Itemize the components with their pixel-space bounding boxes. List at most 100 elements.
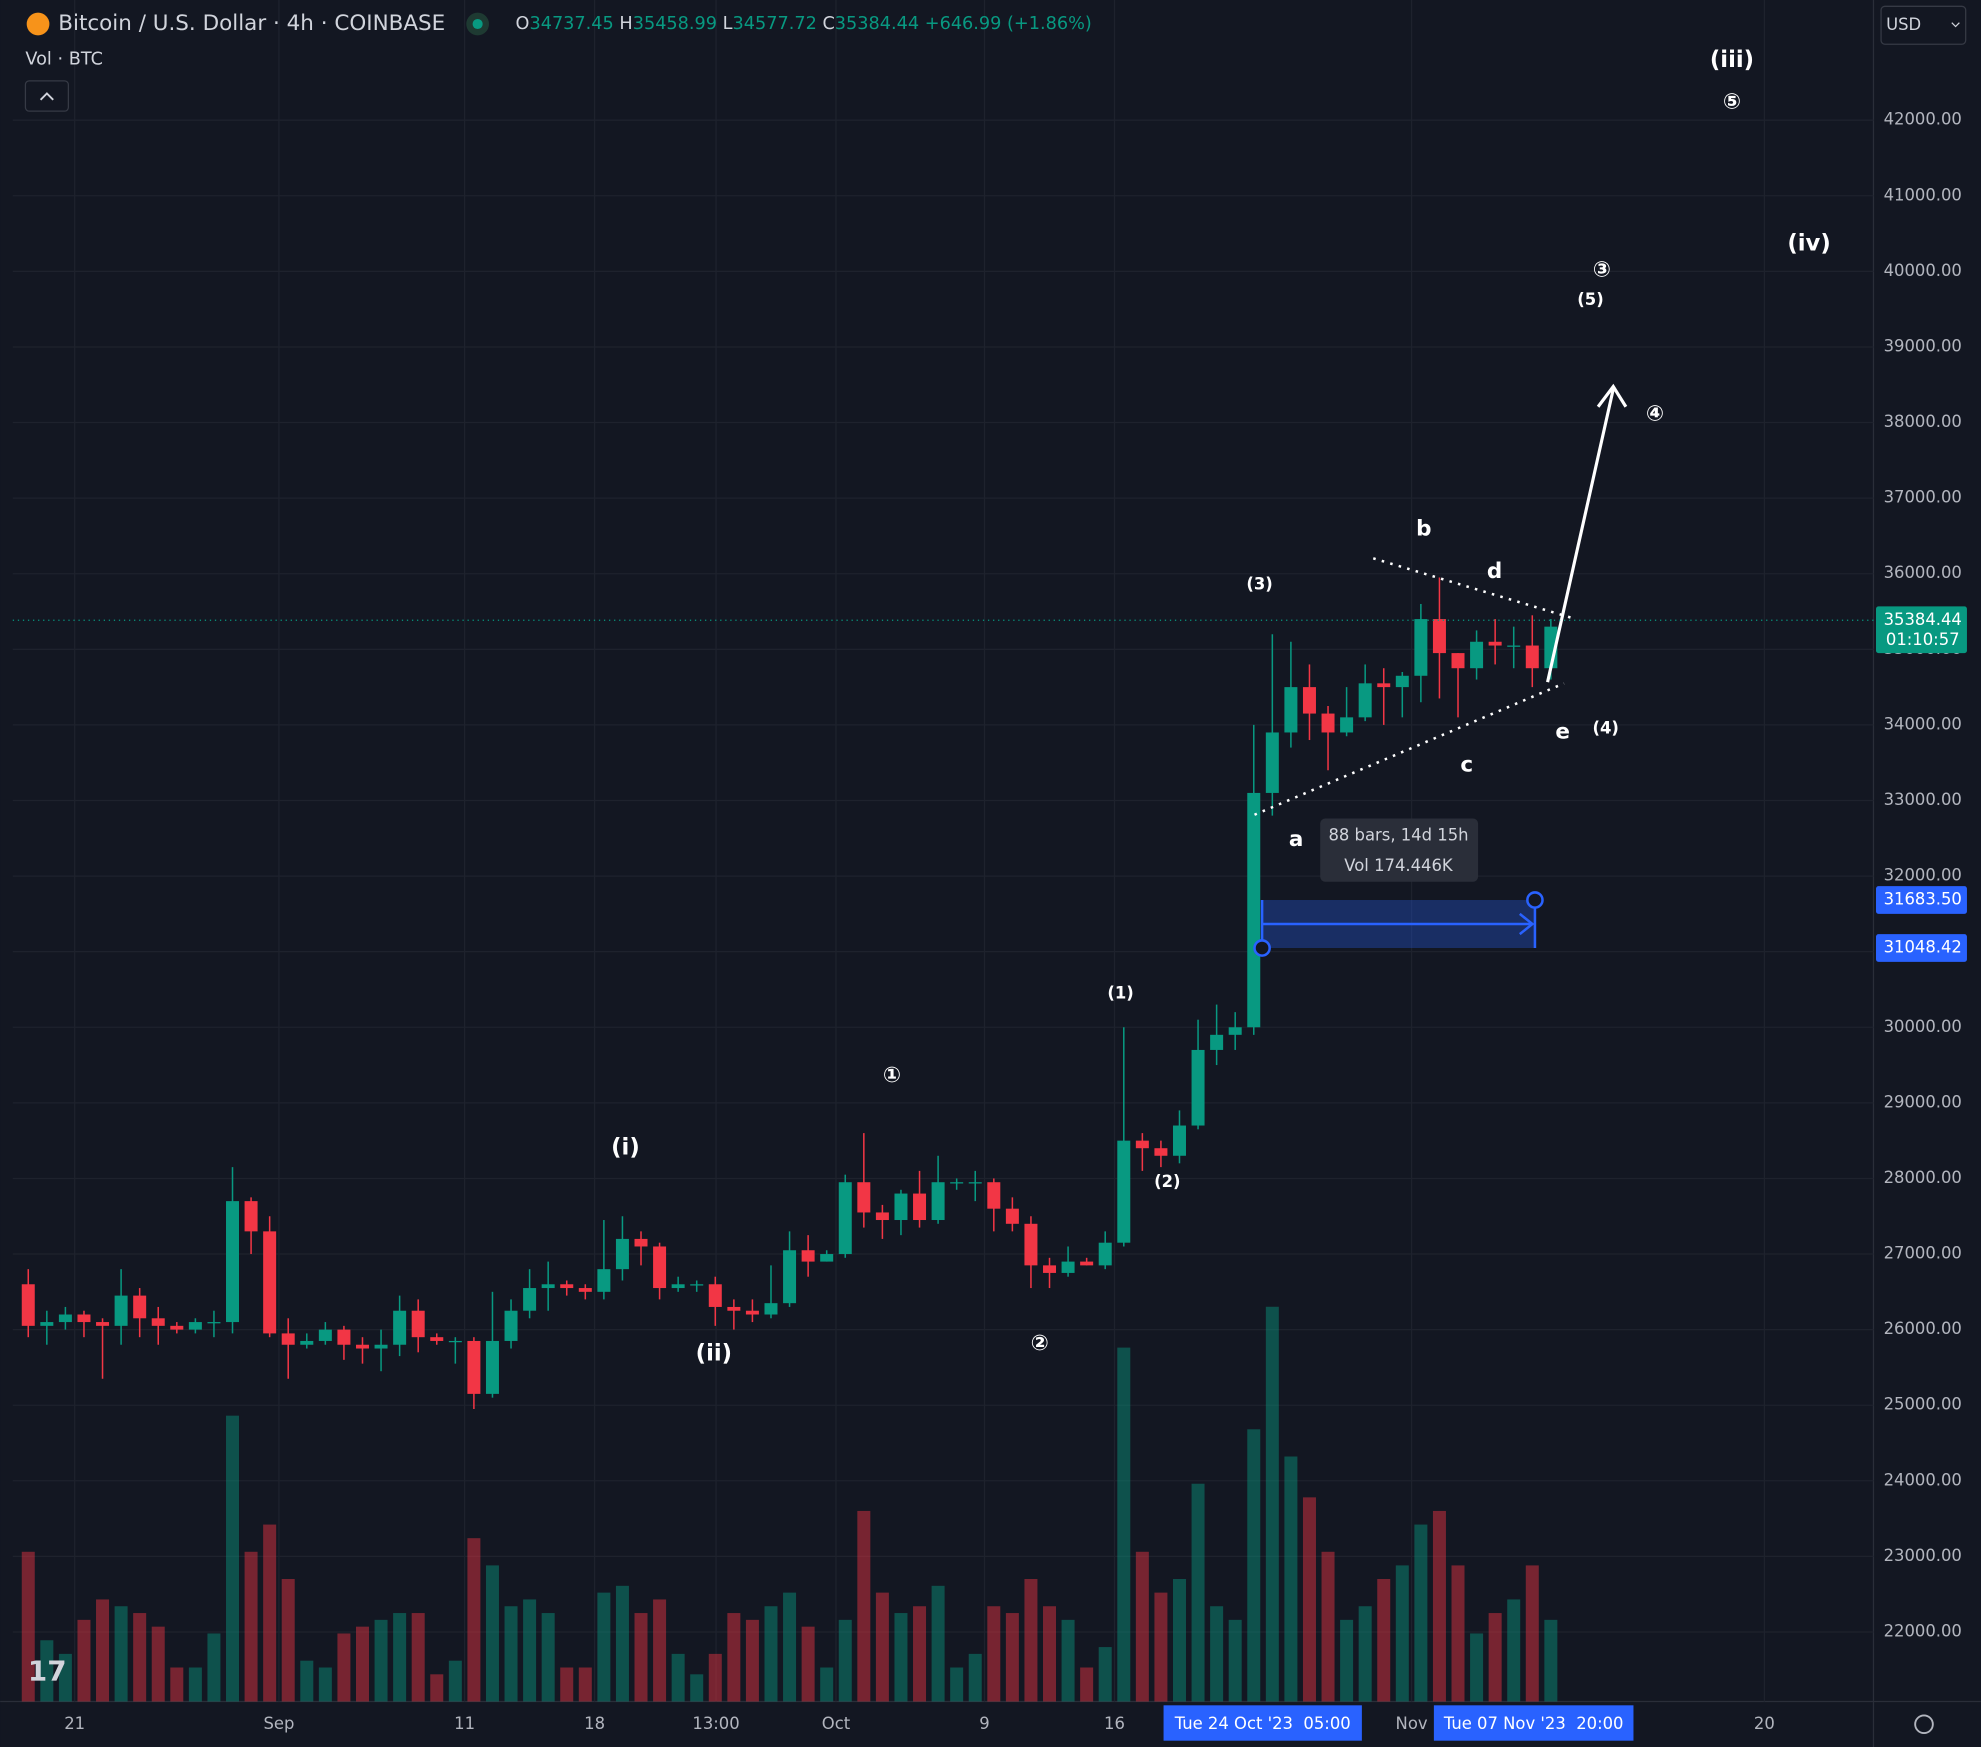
candle-body — [1432, 619, 1446, 654]
candle-body — [634, 1238, 648, 1247]
candle-body — [244, 1201, 258, 1232]
x-tick-label: 20 — [1754, 1714, 1775, 1733]
wave-label[interactable]: (i) — [611, 1135, 640, 1161]
indicator-title[interactable]: Vol · BTC — [25, 49, 103, 69]
y-tick-label: 33000.00 — [1884, 790, 1962, 809]
y-tick-label: 29000.00 — [1884, 1092, 1962, 1111]
candle-body — [1395, 675, 1409, 688]
volume-bar — [337, 1633, 351, 1702]
volume-bar — [263, 1524, 277, 1702]
ohlc-legend: O34737.45 H35458.99 L34577.72 C35384.44 … — [516, 14, 1092, 34]
volume-bar — [838, 1619, 852, 1702]
ohlc-value: 34737.45 — [529, 14, 613, 34]
wave-label[interactable]: ① — [883, 1063, 901, 1088]
volume-bar — [597, 1592, 611, 1702]
forecast-arrow[interactable] — [1546, 388, 1615, 683]
candle-body — [1265, 732, 1279, 793]
volume-bar — [1061, 1619, 1075, 1702]
candle-body — [133, 1295, 147, 1319]
candle-body — [393, 1310, 407, 1345]
y-tick-label: 22000.00 — [1884, 1621, 1962, 1640]
tv-logo[interactable]: 17 — [28, 1654, 67, 1687]
wave-label[interactable]: a — [1289, 827, 1304, 852]
wave-label[interactable]: (1) — [1107, 984, 1133, 1003]
volume-bar — [1525, 1565, 1539, 1702]
change: +646.99 (+1.86%) — [925, 14, 1092, 34]
wave-label[interactable]: ④ — [1646, 401, 1664, 426]
ohlc-value: 35384.44 — [835, 14, 919, 34]
wave-label[interactable]: ② — [1031, 1331, 1049, 1356]
volume-bar — [578, 1667, 592, 1702]
x-tick-label: Sep — [263, 1714, 294, 1733]
candle-body — [560, 1284, 574, 1289]
x-tick-label: 9 — [979, 1714, 989, 1733]
candle-body — [485, 1340, 499, 1394]
volume-bar — [40, 1640, 54, 1702]
candle-body — [318, 1329, 332, 1341]
volume-bar — [615, 1585, 629, 1702]
wave-label[interactable]: (3) — [1246, 574, 1272, 593]
candle-body — [1117, 1140, 1131, 1243]
volume-bar — [374, 1619, 388, 1702]
volume-bar — [188, 1667, 202, 1702]
volume-bar — [931, 1585, 945, 1702]
volume-bar — [913, 1606, 927, 1702]
y-tick-label: 38000.00 — [1884, 412, 1962, 431]
wave-label[interactable]: e — [1555, 720, 1570, 745]
volume-bar — [857, 1510, 871, 1702]
symbol-title[interactable]: Bitcoin / U.S. Dollar · 4h · COINBASE — [58, 11, 445, 36]
volume-bar — [355, 1626, 369, 1702]
volume-bar — [1043, 1606, 1057, 1702]
volume-bar — [1154, 1592, 1168, 1702]
wave-label[interactable]: (5) — [1577, 290, 1603, 309]
wave-label[interactable]: (4) — [1592, 718, 1618, 737]
volume-bar — [1098, 1647, 1112, 1702]
candle-body — [1377, 683, 1391, 688]
candle-body — [1024, 1223, 1038, 1266]
candle-body — [820, 1254, 834, 1262]
y-tick-label: 41000.00 — [1884, 185, 1962, 204]
candle-body — [1172, 1125, 1186, 1156]
wave-label[interactable]: c — [1460, 752, 1473, 777]
volume-bar — [523, 1599, 537, 1702]
y-tick-label: 26000.00 — [1884, 1319, 1962, 1338]
volume-bar — [485, 1565, 499, 1702]
candle-body — [337, 1329, 351, 1345]
wave-label[interactable]: ⑤ — [1723, 89, 1741, 114]
measure-price-badge — [1876, 886, 1967, 914]
wave-label[interactable]: ③ — [1593, 257, 1611, 282]
volume-bar — [1080, 1667, 1094, 1702]
triangle-lower-line[interactable] — [1254, 682, 1565, 816]
x-tick-label: 21 — [64, 1714, 85, 1733]
volume-bar — [1340, 1619, 1354, 1702]
wave-label[interactable]: b — [1416, 516, 1431, 541]
grid — [12, 0, 1874, 1702]
wave-label[interactable]: (iv) — [1787, 230, 1830, 256]
y-tick-label: 30000.00 — [1884, 1017, 1962, 1036]
candle-body — [77, 1314, 91, 1323]
candle-body — [411, 1310, 425, 1338]
measure-handle[interactable] — [1526, 891, 1544, 909]
volume-bar — [1321, 1551, 1335, 1702]
measure-tool[interactable] — [1253, 891, 1544, 957]
candle-body — [1154, 1148, 1168, 1156]
candle-body — [1247, 792, 1261, 1028]
candle-body — [541, 1284, 555, 1289]
volume-bar — [244, 1551, 258, 1702]
volume-bar — [1507, 1599, 1521, 1702]
measure-handle[interactable] — [1253, 939, 1271, 957]
volume-bar — [1005, 1613, 1019, 1702]
wave-label[interactable]: (ii) — [696, 1341, 732, 1367]
collapse-button[interactable] — [24, 80, 69, 112]
volume-bar — [21, 1551, 35, 1702]
candle-body — [151, 1318, 165, 1326]
volume-bar — [634, 1613, 648, 1702]
currency-button[interactable] — [1880, 5, 1967, 45]
volume-bar — [1414, 1524, 1428, 1702]
wave-label[interactable]: d — [1487, 559, 1502, 584]
wave-label[interactable]: (iii) — [1710, 47, 1754, 73]
wave-label[interactable]: (2) — [1154, 1172, 1180, 1191]
market-status-dot — [472, 18, 483, 30]
settings-icon[interactable] — [1914, 1714, 1934, 1735]
